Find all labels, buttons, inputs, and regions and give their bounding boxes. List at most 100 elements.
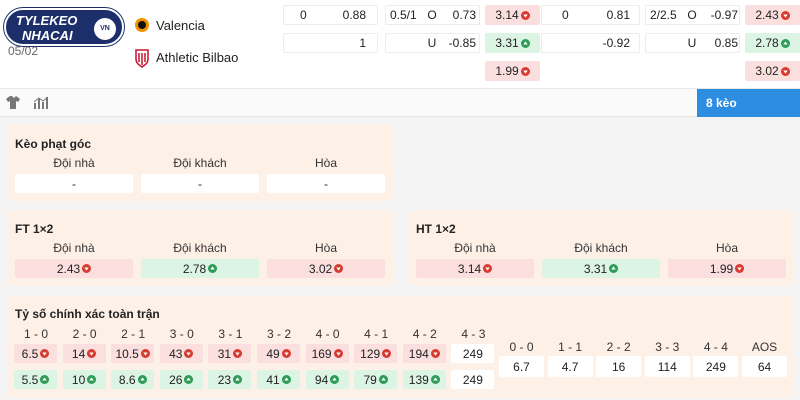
odds-cell[interactable]: 249 [451, 344, 495, 363]
logo-text: NHACAI [22, 28, 73, 43]
column-header: Đội khách [173, 241, 227, 255]
odds-box [385, 5, 480, 25]
odds-cell[interactable]: 64 [742, 356, 787, 377]
odds-cell[interactable]: 3.31 [485, 33, 540, 53]
column-header: Đội nhà [454, 241, 496, 255]
odds-value: 114 [657, 359, 677, 374]
score-header: 0 - 0 [509, 340, 534, 354]
odds-cell[interactable]: 6.5 [14, 344, 57, 363]
odds-cell[interactable]: 3.14 [416, 259, 534, 278]
odds-value: 1.99 [709, 261, 734, 276]
trend-down-icon [281, 349, 291, 358]
score-header: 4 - 3 [461, 327, 486, 341]
odds-cell[interactable]: 8.6 [111, 370, 155, 389]
odds-cell[interactable]: 26 [159, 370, 203, 389]
odds-cell[interactable]: 16 [596, 356, 642, 377]
odds-cell[interactable]: 3.31 [542, 259, 660, 278]
odds-cell[interactable]: 249 [451, 370, 495, 389]
logo[interactable]: TYLEKEO NHACAI VN [4, 8, 124, 46]
trend-up-icon [87, 375, 97, 384]
score-header: 4 - 2 [412, 327, 437, 341]
trend-up-icon [137, 375, 147, 384]
odds-value: 3.02 [755, 64, 779, 78]
odds-value: 3.31 [495, 36, 519, 50]
odds-cell[interactable]: 139 [402, 370, 446, 389]
trend-down-icon [520, 66, 530, 76]
odds-text: O [687, 8, 697, 22]
logo-badge: VN [94, 18, 116, 40]
column-header: Đội nhà [53, 156, 95, 170]
odds-value: 2.78 [755, 36, 779, 50]
odds-cell[interactable]: 169 [305, 344, 349, 363]
odds-value: 4.7 [561, 359, 579, 374]
odds-cell[interactable]: 14 [62, 344, 106, 363]
more-odds-button[interactable]: 8 kèo [697, 89, 800, 117]
odds-cell[interactable]: 79 [354, 370, 398, 389]
odds-cell[interactable]: 1.99 [485, 61, 540, 81]
odds-cell[interactable]: 2.78 [141, 259, 259, 278]
odds-value: 16 [612, 359, 626, 374]
odds-value: 249 [462, 346, 483, 361]
odds-cell[interactable]: 10.5 [111, 344, 155, 363]
odds-cell[interactable]: 6.7 [499, 356, 544, 377]
odds-value: 10.5 [115, 346, 139, 361]
score-header: 2 - 2 [606, 340, 631, 354]
odds-box [541, 33, 640, 53]
trend-down-icon [780, 66, 790, 76]
odds-cell[interactable]: 10 [62, 370, 106, 389]
trend-up-icon [430, 375, 440, 384]
trend-down-icon [87, 349, 97, 358]
odds-text: 0.81 [606, 8, 630, 22]
odds-cell[interactable]: 3.02 [267, 259, 385, 278]
odds-cell[interactable]: 4.7 [547, 356, 593, 377]
odds-value: 129 [360, 346, 381, 361]
odds-cell[interactable]: - [15, 174, 133, 193]
odds-cell[interactable]: 3.14 [485, 5, 540, 25]
odds-value: 43 [169, 346, 183, 361]
odds-cell[interactable]: 2.43 [15, 259, 133, 278]
odds-cell[interactable]: 41 [257, 370, 300, 389]
jersey-icon[interactable] [6, 96, 20, 109]
stats-icon[interactable] [34, 96, 52, 109]
odds-text: 2/2.5 [650, 8, 677, 22]
odds-cell[interactable]: 43 [159, 344, 203, 363]
score-header: 3 - 0 [169, 327, 194, 341]
odds-value: - [72, 176, 76, 191]
trend-down-icon [382, 349, 392, 358]
panel-title: Tỷ số chính xác toàn trận [15, 307, 160, 321]
odds-cell[interactable]: 94 [305, 370, 349, 389]
odds-cell[interactable]: - [141, 174, 259, 193]
home-team[interactable]: Valencia [156, 18, 205, 33]
score-header: 4 - 0 [315, 327, 340, 341]
away-team[interactable]: Athletic Bilbao [156, 50, 239, 65]
odds-value: - [324, 176, 328, 191]
odds-cell[interactable]: 31 [208, 344, 252, 363]
odds-cell[interactable]: 194 [402, 344, 446, 363]
odds-value: 14 [71, 346, 86, 361]
odds-cell[interactable]: - [267, 174, 385, 193]
score-header: 2 - 1 [121, 327, 146, 341]
odds-cell[interactable]: 2.43 [745, 5, 800, 25]
trend-up-icon [330, 375, 340, 384]
odds-box [283, 33, 378, 53]
odds-cell[interactable]: 5.5 [14, 370, 57, 389]
odds-cell[interactable]: 2.78 [745, 33, 800, 53]
odds-cell[interactable]: 129 [354, 344, 398, 363]
odds-value: 79 [363, 372, 377, 387]
odds-value: 1.99 [495, 64, 519, 78]
odds-cell[interactable]: 23 [208, 370, 252, 389]
trend-down-icon [140, 349, 150, 358]
odds-cell[interactable]: 3.02 [745, 61, 800, 81]
logo-text: TYLEKEO [16, 13, 78, 28]
odds-cell[interactable]: 1.99 [668, 259, 786, 278]
odds-value: 26 [169, 372, 183, 387]
score-header: AOS [751, 340, 778, 354]
odds-text: -0.97 [710, 8, 738, 22]
odds-cell[interactable]: 114 [644, 356, 690, 377]
odds-text: -0.85 [448, 36, 476, 50]
odds-cell[interactable]: 249 [693, 356, 739, 377]
column-header: Hòa [314, 241, 337, 255]
odds-cell[interactable]: 49 [257, 344, 300, 363]
trend-down-icon [735, 264, 745, 273]
